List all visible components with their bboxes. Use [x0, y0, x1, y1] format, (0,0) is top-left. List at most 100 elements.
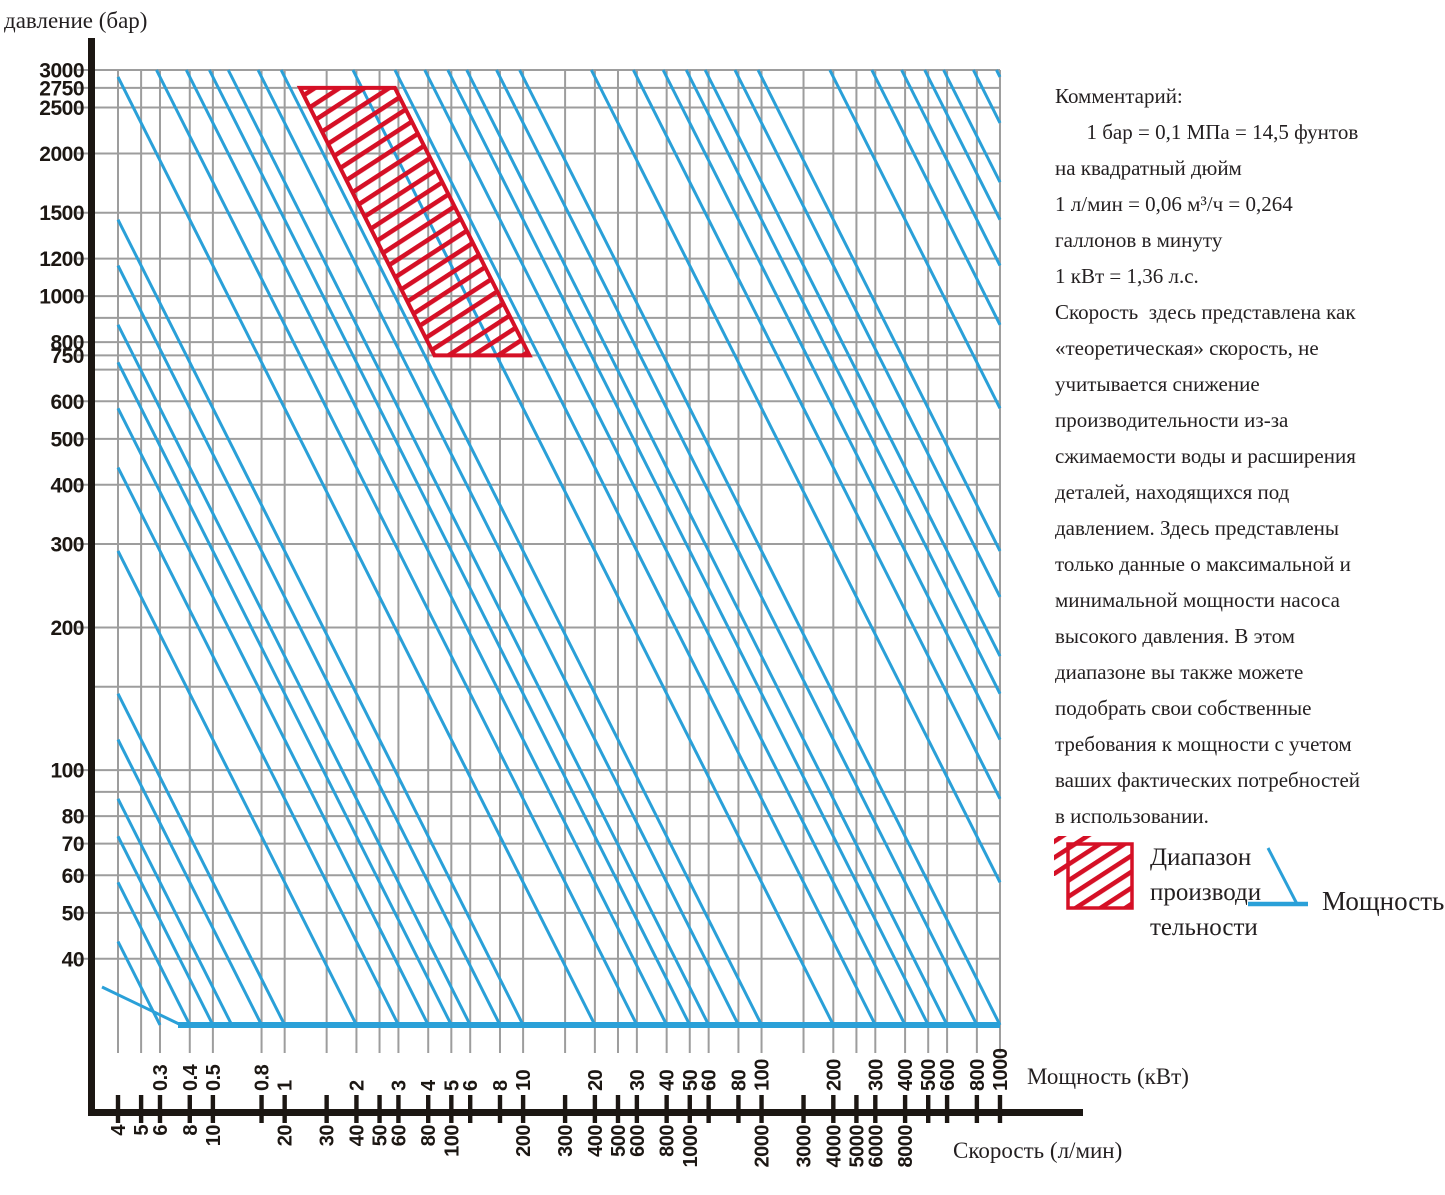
power-tick-label: 60 [699, 1069, 721, 1091]
x-axis-tick [736, 1095, 741, 1123]
power-line [590, 69, 1002, 883]
flow-tick-label: 100 [441, 1125, 463, 1157]
flow-tick-label: 20 [275, 1125, 297, 1147]
flow-tick-label: 10 [203, 1125, 225, 1147]
y-axis-line [88, 38, 95, 1116]
power-line [116, 407, 430, 1026]
pressure-tick-label: 3000 [39, 60, 84, 83]
power-line [423, 69, 907, 1026]
x-axis-tick [187, 1095, 192, 1123]
pressure-tick-label: 500 [50, 428, 84, 451]
pressure-tick-label: 60 [62, 865, 84, 888]
pressure-tick-label: 70 [62, 833, 84, 856]
power-line [116, 550, 358, 1026]
flow-tick-label: 50 [370, 1125, 392, 1147]
flow-tick-label: 300 [555, 1125, 577, 1157]
flow-tick-label: 4000 [823, 1125, 845, 1168]
power-line [116, 466, 400, 1026]
power-line [995, 69, 1002, 78]
x-axis-tick [210, 1095, 216, 1123]
flow-tick-label: 200 [513, 1125, 535, 1157]
x-axis-tick [854, 1095, 859, 1123]
power-tick-label: 40 [657, 1069, 679, 1091]
power-line [661, 69, 1002, 741]
flow-tick-label: 8 [180, 1125, 202, 1136]
flow-tick-label: 400 [585, 1125, 607, 1157]
flow-tick-label: 5000 [846, 1125, 868, 1168]
x-axis-tick [873, 1095, 878, 1123]
flow-tick-label: 60 [388, 1125, 410, 1147]
power-tick-label: 0.3 [150, 1064, 172, 1091]
pressure-tick-label: 200 [50, 617, 84, 640]
pressure-tick-label: 1200 [39, 248, 84, 271]
power-tick-label: 800 [967, 1059, 989, 1091]
x-axis-tick [324, 1095, 329, 1123]
x-axis-tick [997, 1095, 1003, 1123]
power-tick-label: 6 [460, 1080, 482, 1091]
x-axis-tick [944, 1095, 950, 1123]
x-axis-tick [974, 1095, 980, 1123]
power-line [116, 835, 215, 1026]
legend-power-label: Мощность [1322, 886, 1445, 916]
power-line [279, 69, 763, 1026]
power-tick-label: 0.5 [203, 1064, 225, 1091]
x-axis-tick [926, 1095, 931, 1123]
pressure-tick-label: 750 [50, 345, 84, 368]
x-axis-tick [259, 1095, 264, 1123]
flow-tick-label: 6000 [865, 1125, 887, 1168]
power-tick-label: 600 [937, 1059, 959, 1091]
flow-tick-label: 6 [150, 1125, 172, 1136]
power-tick-label: 2 [346, 1080, 368, 1091]
pressure-tick-label: 2000 [39, 143, 84, 166]
pressure-tick-label: 40 [62, 948, 84, 971]
power-line [116, 798, 234, 1026]
power-line [684, 69, 1002, 695]
power-tick-label: 3 [388, 1080, 410, 1091]
power-tick-label: 300 [865, 1059, 887, 1091]
power-tick-label: 500 [918, 1059, 940, 1091]
legend-symbols [1054, 836, 1308, 910]
x-axis-tick [497, 1095, 503, 1123]
x-axis-tick [396, 1095, 401, 1123]
power-line [972, 69, 1002, 124]
x-axis-tick [562, 1095, 568, 1123]
x-axis-tick [138, 1095, 144, 1123]
x-axis-tick [634, 1095, 640, 1123]
x-axis-tick [157, 1095, 163, 1123]
flow-tick-label: 2000 [752, 1125, 774, 1168]
power-axis-title: Мощность (кВт) [1027, 1064, 1189, 1089]
performance-range-area [296, 85, 533, 358]
power-tick-label: 4 [418, 1079, 440, 1091]
x-axis-tick [377, 1095, 382, 1123]
x-axis-line [88, 1109, 1083, 1116]
x-axis-tick [115, 1095, 121, 1123]
power-tick-label: 1 [275, 1080, 297, 1091]
flow-tick-label: 600 [627, 1125, 649, 1157]
flow-tick-label: 800 [657, 1125, 679, 1157]
power-line [116, 738, 263, 1026]
flow-tick-label: 3000 [794, 1125, 816, 1168]
power-line [703, 69, 1002, 657]
pressure-axis-title: давление (бар) [4, 8, 148, 33]
power-line [116, 361, 453, 1026]
power-tick-label: 1000 [990, 1048, 1012, 1091]
comment-heading: Комментарий: [1055, 84, 1183, 108]
power-line [116, 76, 597, 1026]
power-line [465, 69, 949, 1026]
pressure-tick-label: 1000 [39, 286, 84, 309]
power-line [393, 69, 877, 1026]
x-axis-tick [282, 1095, 287, 1123]
pressure-tick-label: 80 [62, 806, 84, 829]
flow-tick-label: 40 [346, 1125, 368, 1147]
power-tick-label: 8 [490, 1080, 512, 1091]
x-axis-tick [354, 1095, 359, 1123]
power-tick-label: 20 [585, 1069, 607, 1091]
pressure-tick-label: 300 [50, 534, 84, 557]
power-tick-label: 400 [895, 1059, 917, 1091]
power-line [900, 69, 1002, 267]
power-line [828, 69, 1002, 409]
x-axis-tick [759, 1095, 764, 1123]
legend: Диапазон производи тельности Мощность [1046, 828, 1445, 978]
